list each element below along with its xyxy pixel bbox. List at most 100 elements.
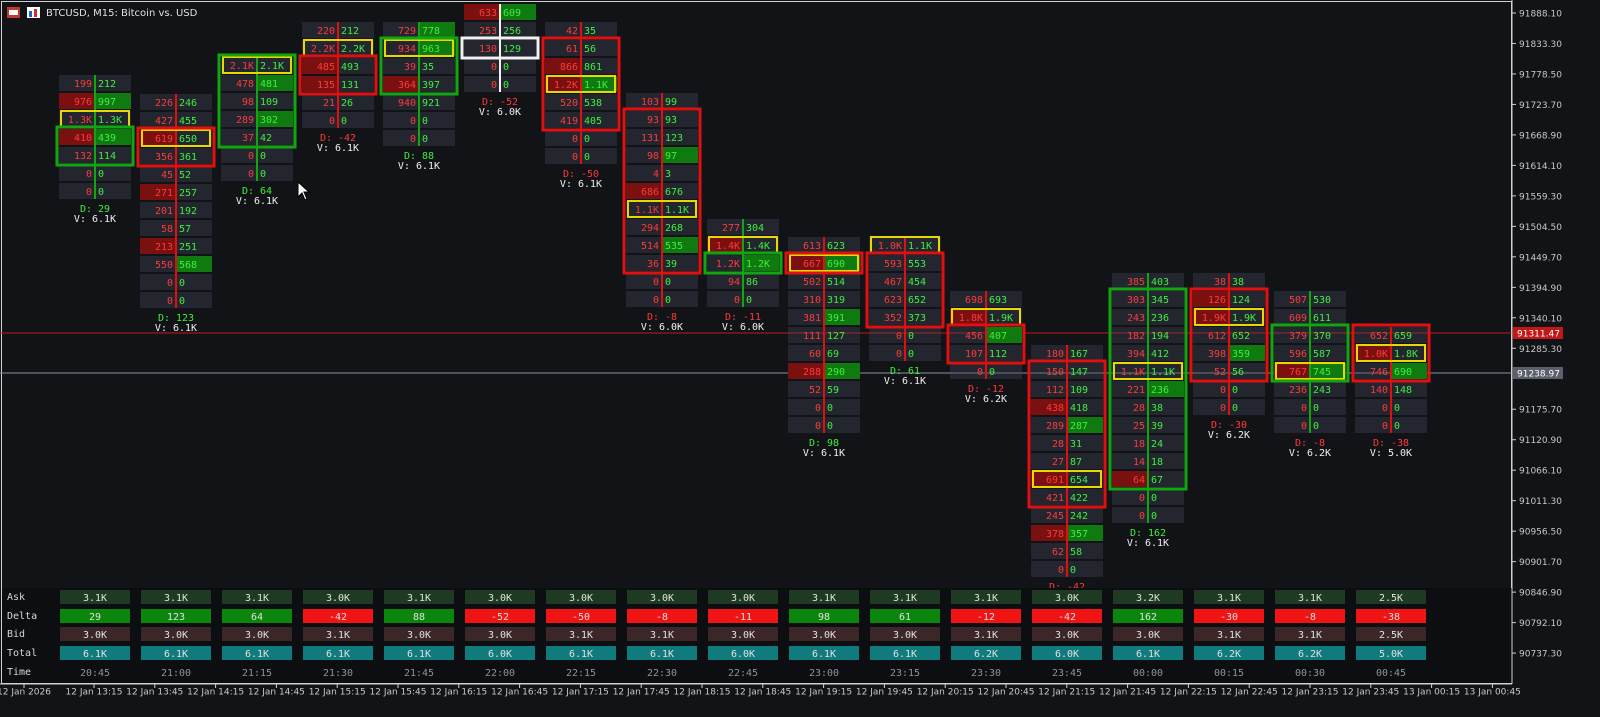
ask-cell [258,75,293,91]
bid-volume: 520 [560,98,578,109]
bid-volume: 98 [242,97,254,108]
bid-volume: 135 [317,80,335,91]
bid-volume: 0 [572,134,578,145]
bid-cell [626,93,661,109]
candle-delta: D: -50 [563,169,599,180]
bid-cell [1193,399,1228,415]
ask-cell [1149,273,1184,289]
ask-cell [420,112,455,128]
ask-volume: 0 [665,277,671,288]
summary-cell [141,627,211,641]
summary-cell [951,646,1021,660]
bid-volume: 0 [167,278,173,289]
ask-cell [663,255,698,271]
bid-volume: 398 [1208,349,1226,360]
bid-cell [950,345,985,361]
ask-cell [825,417,860,433]
ask-cell [1149,399,1184,415]
ask-cell [987,363,1022,379]
bid-cell [1031,543,1066,559]
bid-cell [1112,453,1147,469]
time-label: 12 Jan 23:15 [1282,688,1339,698]
bid-cell [626,129,661,145]
summary-cell [1032,590,1102,604]
summary-ask: 3.1K [245,593,269,604]
summary-cell [708,646,778,660]
ask-volume: 112 [989,349,1007,360]
bid-volume: 21 [323,98,335,109]
ask-cell [1149,327,1184,343]
price-label: 91394.90 [1519,284,1562,294]
summary-cell [222,609,292,623]
candle-volume: V: 6.1K [317,143,359,154]
bid-cell [140,202,175,218]
bid-volume: 221 [1127,385,1145,396]
bid-volume: 0 [410,134,416,145]
summary-delta: -42 [329,612,347,623]
price-label: 91668.90 [1519,131,1562,141]
ask-cell [582,94,617,110]
bid-volume: 438 [1046,403,1064,414]
ask-cell [1311,309,1346,325]
ask-volume: 514 [827,277,845,288]
ask-volume: 1.9K [989,313,1013,324]
ask-volume: 439 [98,133,116,144]
summary-bid: 2.5K [1379,630,1403,641]
bid-cell [221,147,256,163]
ask-volume: 361 [179,152,197,163]
summary-cell [60,627,130,641]
ask-volume: 58 [1070,547,1082,558]
ask-volume: 650 [179,134,197,145]
bid-volume: 934 [398,44,416,55]
summary-bid: 3.1K [569,630,593,641]
bid-volume: 52 [1214,367,1226,378]
ask-cell [501,22,536,38]
summary-time: 21:45 [404,668,434,679]
bid-cell [140,292,175,308]
ask-volume: 676 [665,187,683,198]
price-label: 91066.10 [1519,467,1562,477]
ask-volume: 0 [1394,403,1400,414]
bid-cell [1112,471,1147,487]
summary-cell [1194,609,1264,623]
ask-volume: 2.1K [260,61,284,72]
bid-cell [1274,327,1309,343]
footprint-candle: 180 167 150 147 112 109 438 418 289 287 28 31 27 87 69… [1027,345,1107,593]
ask-cell [177,238,212,254]
ask-volume: 1.1K [665,205,689,216]
imbalance-box [217,53,297,149]
bid-volume: 0 [491,80,497,91]
summary-cell [222,590,292,604]
bid-volume: 1.2K [554,80,578,91]
candle-volume: V: 6.1K [155,323,197,334]
ask-cell [663,165,698,181]
bid-volume: 45 [161,170,173,181]
ask-volume: 0 [908,349,914,360]
ask-cell [825,255,860,271]
summary-cell [1275,590,1345,604]
bid-cell [383,40,418,56]
summary-cell [60,646,130,660]
bid-cell [626,111,661,127]
ask-cell [1311,399,1346,415]
ask-volume: 287 [1070,421,1088,432]
bid-volume: 60 [809,349,821,360]
price-label: 90792.10 [1519,619,1562,629]
ask-cell [663,183,698,199]
bid-volume: 1.2K [716,259,740,270]
ask-cell [663,93,698,109]
summary-cell [870,646,940,660]
bid-cell [221,111,256,127]
ask-volume: 568 [179,260,197,271]
candle-delta: D: -30 [1211,420,1247,431]
bid-cell [1274,345,1309,361]
summary-cell [384,627,454,641]
bid-volume: 0 [653,295,659,306]
summary-delta: -8 [1304,612,1316,623]
summary-delta: -12 [977,612,995,623]
imbalance-box [784,251,864,275]
bid-volume: 0 [1139,511,1145,522]
ask-volume: 454 [908,277,926,288]
bid-cell [221,93,256,109]
